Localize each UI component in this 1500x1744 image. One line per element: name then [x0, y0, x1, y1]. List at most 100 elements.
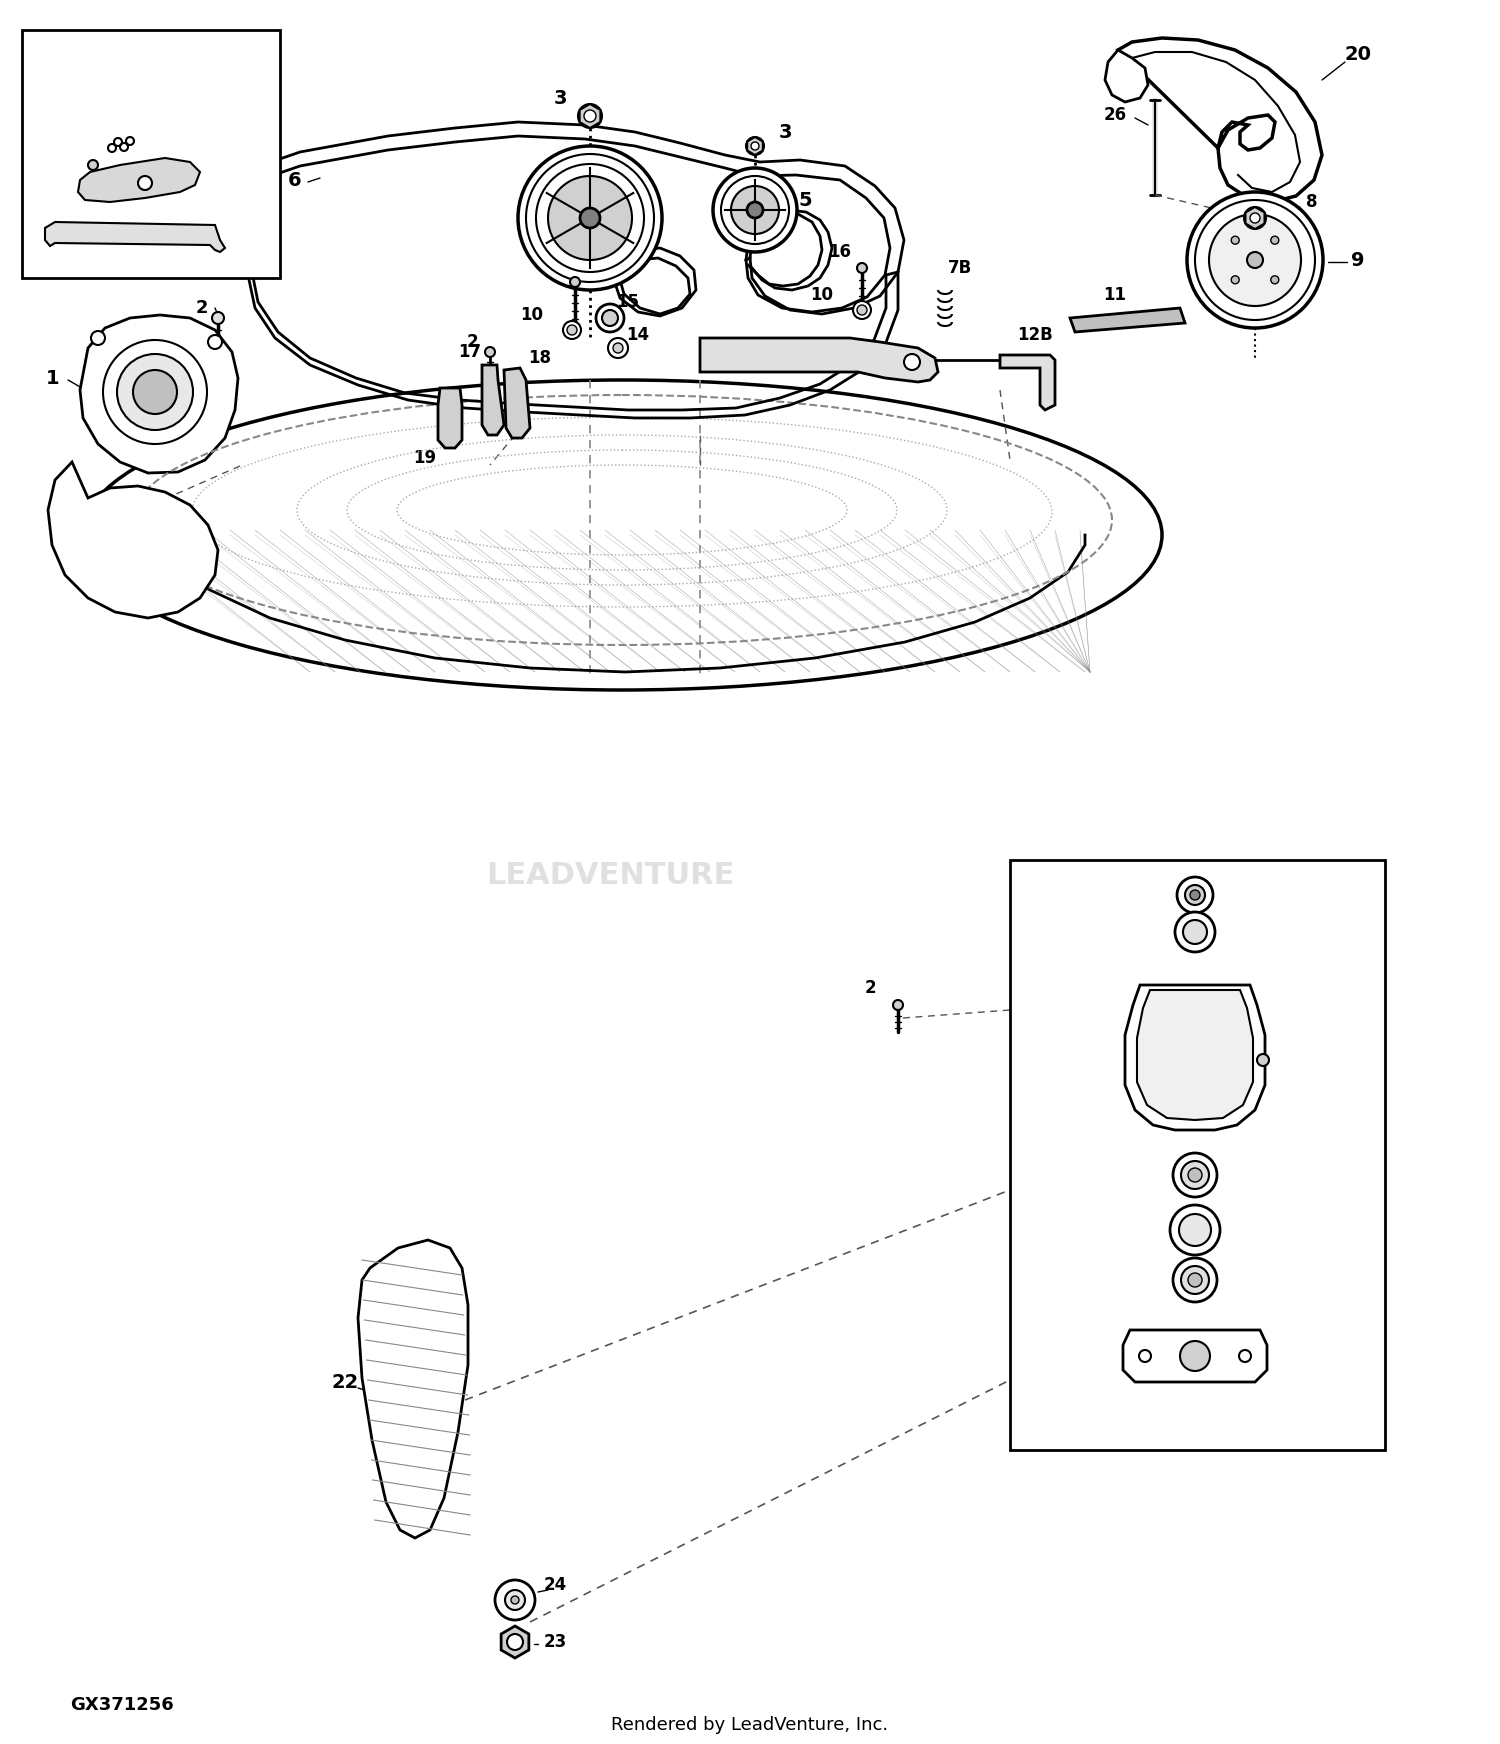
Polygon shape	[747, 138, 764, 155]
Polygon shape	[1124, 1331, 1268, 1381]
Polygon shape	[501, 1625, 530, 1659]
Circle shape	[1209, 215, 1300, 305]
Text: 16: 16	[828, 242, 852, 262]
Text: 21: 21	[1316, 1052, 1341, 1069]
Text: Rendered by LeadVenture, Inc.: Rendered by LeadVenture, Inc.	[612, 1716, 888, 1734]
Circle shape	[730, 187, 778, 234]
Text: 9: 9	[1352, 251, 1365, 270]
Circle shape	[1178, 877, 1214, 914]
Circle shape	[1180, 1162, 1209, 1189]
Circle shape	[1257, 1053, 1269, 1066]
Text: 10: 10	[810, 286, 834, 303]
Circle shape	[567, 324, 578, 335]
Text: JOHN
DEERE: JOHN DEERE	[140, 380, 170, 399]
Text: 2: 2	[864, 978, 876, 998]
Polygon shape	[1118, 38, 1322, 202]
Circle shape	[134, 370, 177, 413]
Circle shape	[92, 331, 105, 345]
Text: GX371256: GX371256	[70, 1695, 174, 1714]
Text: 14: 14	[627, 326, 650, 344]
Circle shape	[1180, 1341, 1210, 1371]
Polygon shape	[579, 105, 600, 127]
Circle shape	[536, 164, 644, 272]
Circle shape	[209, 335, 222, 349]
Polygon shape	[78, 159, 200, 202]
Polygon shape	[1000, 356, 1054, 410]
Circle shape	[1185, 884, 1204, 905]
Text: 7B: 7B	[948, 260, 972, 277]
Circle shape	[1174, 912, 1215, 952]
Text: 20: 20	[1344, 45, 1371, 65]
Text: 25: 25	[1305, 1277, 1330, 1294]
Circle shape	[1173, 1153, 1216, 1196]
Circle shape	[1184, 921, 1208, 944]
Polygon shape	[80, 316, 239, 473]
Circle shape	[570, 277, 580, 288]
Circle shape	[1180, 1266, 1209, 1294]
Polygon shape	[438, 387, 462, 448]
Circle shape	[596, 303, 624, 331]
Circle shape	[904, 354, 920, 370]
Circle shape	[1232, 276, 1239, 284]
Text: 4: 4	[538, 199, 552, 218]
Circle shape	[548, 176, 632, 260]
Circle shape	[518, 146, 662, 290]
Polygon shape	[700, 338, 938, 382]
Text: 18: 18	[528, 349, 552, 366]
Circle shape	[853, 302, 871, 319]
Circle shape	[1188, 1273, 1202, 1287]
Circle shape	[88, 160, 98, 169]
Circle shape	[484, 347, 495, 358]
Text: 7A: 7A	[106, 66, 134, 84]
Text: 6: 6	[288, 171, 302, 190]
Polygon shape	[1070, 309, 1185, 331]
Circle shape	[752, 141, 759, 150]
Bar	[22, 30, 280, 277]
Text: 13B: 13B	[740, 359, 776, 377]
Polygon shape	[48, 462, 217, 617]
Text: 23: 23	[543, 1632, 567, 1652]
Text: 19: 19	[414, 448, 436, 467]
Circle shape	[562, 321, 580, 338]
Circle shape	[1244, 208, 1266, 228]
Circle shape	[1239, 1350, 1251, 1362]
Circle shape	[1179, 1214, 1210, 1245]
Text: 3: 3	[554, 89, 567, 108]
Circle shape	[1170, 1205, 1219, 1256]
Circle shape	[1196, 201, 1316, 319]
Text: 8: 8	[1306, 194, 1317, 211]
Circle shape	[746, 138, 764, 155]
Text: 15: 15	[616, 293, 639, 310]
Text: 12B: 12B	[1017, 326, 1053, 344]
Text: 2: 2	[195, 298, 208, 317]
Polygon shape	[1125, 985, 1264, 1130]
Circle shape	[512, 1596, 519, 1604]
Text: 5: 5	[798, 190, 812, 209]
Circle shape	[1270, 235, 1280, 244]
Polygon shape	[482, 364, 504, 434]
Circle shape	[608, 338, 628, 358]
Circle shape	[1250, 213, 1260, 223]
Circle shape	[892, 999, 903, 1010]
Circle shape	[211, 312, 223, 324]
Polygon shape	[1245, 208, 1264, 228]
Circle shape	[1270, 276, 1280, 284]
Circle shape	[1138, 1350, 1150, 1362]
Circle shape	[507, 1634, 524, 1650]
Ellipse shape	[82, 380, 1162, 691]
Circle shape	[495, 1580, 536, 1620]
Circle shape	[1246, 251, 1263, 269]
Circle shape	[578, 105, 602, 127]
Circle shape	[138, 176, 152, 190]
Circle shape	[1188, 1168, 1202, 1182]
Polygon shape	[504, 368, 530, 438]
Circle shape	[1190, 889, 1200, 900]
Text: 10: 10	[520, 305, 543, 324]
Circle shape	[584, 110, 596, 122]
Text: 12A: 12A	[172, 108, 208, 127]
Text: 26: 26	[1104, 106, 1126, 124]
Text: 3: 3	[778, 124, 792, 143]
Circle shape	[747, 202, 764, 218]
Circle shape	[104, 340, 207, 445]
Circle shape	[117, 354, 194, 431]
